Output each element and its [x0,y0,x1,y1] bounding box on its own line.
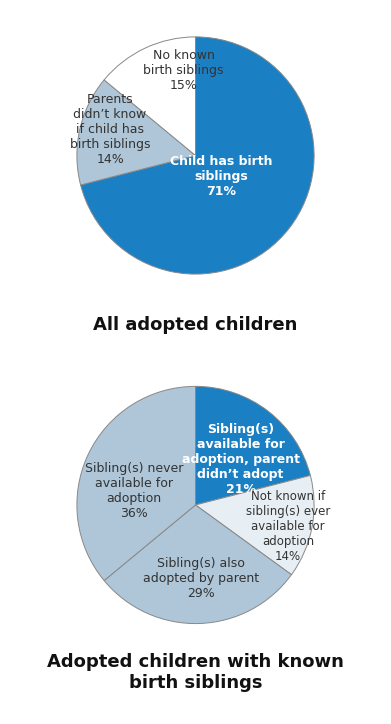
Wedge shape [104,505,291,623]
Wedge shape [81,37,314,274]
Wedge shape [77,80,196,185]
Text: No known
birth siblings
15%: No known birth siblings 15% [143,49,224,92]
Wedge shape [196,387,310,505]
Text: All adopted children: All adopted children [93,316,298,334]
Text: Parents
didn’t know
if child has
birth siblings
14%: Parents didn’t know if child has birth s… [70,93,151,166]
Text: Sibling(s)
available for
adoption, parent
didn’t adopt
21%: Sibling(s) available for adoption, paren… [181,424,300,497]
Text: Sibling(s) never
available for
adoption
36%: Sibling(s) never available for adoption … [84,462,183,520]
Text: Child has birth
siblings
71%: Child has birth siblings 71% [170,156,273,198]
Text: Sibling(s) also
adopted by parent
29%: Sibling(s) also adopted by parent 29% [143,557,260,600]
Text: Not known if
sibling(s) ever
available for
adoption
14%: Not known if sibling(s) ever available f… [246,490,330,563]
Text: Adopted children with known
birth siblings: Adopted children with known birth siblin… [47,653,344,691]
Wedge shape [77,387,196,581]
Wedge shape [196,476,314,575]
Wedge shape [104,37,196,156]
